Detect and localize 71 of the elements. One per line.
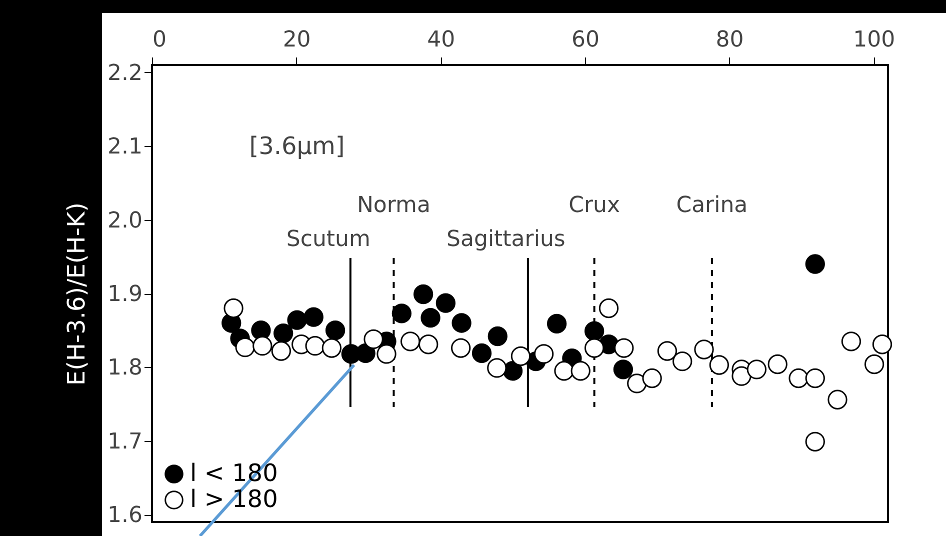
point	[273, 323, 294, 344]
point	[788, 368, 808, 388]
point	[613, 360, 634, 380]
point	[488, 326, 508, 346]
point	[472, 343, 492, 364]
x-tick-label: 0	[152, 28, 166, 52]
point	[252, 336, 272, 356]
ref-line-label: Norma	[356, 193, 430, 218]
point	[768, 354, 788, 374]
annotation: [3.6μm]	[249, 132, 345, 160]
point	[376, 344, 396, 364]
point	[420, 308, 440, 328]
ref-line-label: Scutum	[286, 227, 370, 252]
point	[709, 355, 729, 375]
y-tick-label: 1.8	[108, 356, 142, 381]
y-tick-label: 2.2	[108, 60, 142, 86]
point	[322, 338, 342, 358]
point	[235, 337, 255, 358]
point	[805, 254, 825, 274]
point	[413, 284, 434, 304]
ref-line-label: Carina	[676, 193, 748, 218]
y-tick-label: 2.0	[108, 208, 142, 234]
y-tick-label: 2.1	[108, 134, 142, 160]
point	[400, 332, 420, 352]
point	[451, 338, 471, 358]
point	[305, 336, 325, 356]
point	[872, 334, 892, 354]
point	[546, 314, 567, 334]
x-tick-label: 40	[427, 28, 456, 52]
point	[694, 340, 714, 360]
point	[841, 332, 862, 352]
point	[672, 352, 692, 372]
point	[364, 329, 384, 350]
point	[436, 293, 456, 313]
y-tick-label: 1.9	[108, 282, 142, 307]
point	[598, 298, 619, 318]
point	[487, 358, 507, 378]
point	[828, 390, 848, 410]
point	[805, 368, 825, 388]
point	[642, 368, 662, 388]
y-tick-label: 1.6	[108, 503, 142, 528]
point	[271, 341, 291, 361]
point	[732, 366, 752, 386]
point	[746, 360, 767, 380]
point	[864, 354, 884, 374]
point	[584, 338, 604, 358]
ref-line-label: Crux	[568, 193, 620, 218]
point	[570, 361, 590, 381]
point	[510, 346, 531, 366]
point	[325, 320, 346, 340]
point	[627, 374, 647, 394]
x-tick-label: 80	[716, 28, 744, 52]
x-tick-label: 60	[571, 28, 600, 52]
point	[554, 361, 574, 381]
point	[304, 307, 324, 327]
x-tick-label: 20	[282, 28, 311, 52]
y-tick-label: 1.7	[108, 429, 142, 454]
y-axis-title: E(H-3.6)/E(H-K)	[62, 202, 91, 386]
point	[534, 344, 554, 364]
point	[614, 338, 634, 358]
point	[224, 298, 244, 318]
point	[418, 334, 438, 354]
point	[584, 321, 604, 341]
point	[287, 310, 307, 330]
x-tick-label: 100	[853, 28, 896, 52]
point	[452, 313, 472, 333]
ref-line-label: Sagittarius	[446, 227, 566, 252]
point	[392, 304, 412, 324]
point	[657, 341, 678, 361]
legend-label: l > 180	[190, 485, 278, 513]
point	[805, 432, 825, 452]
